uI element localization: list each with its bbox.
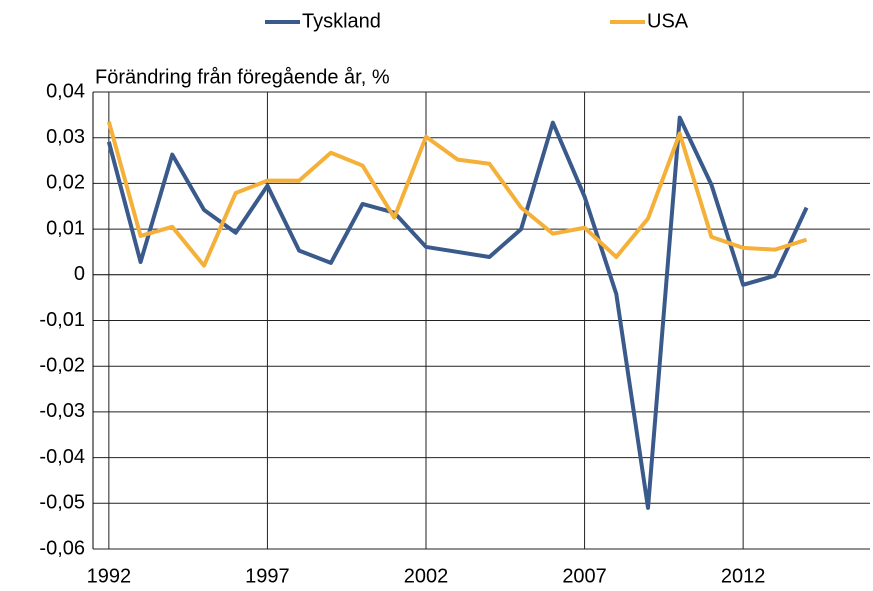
y-tick-label: 0,01 bbox=[46, 217, 85, 239]
y-tick-label: -0,02 bbox=[39, 354, 85, 376]
y-tick-label: -0,04 bbox=[39, 446, 85, 468]
line bbox=[106, 121, 808, 268]
line bbox=[106, 115, 809, 510]
y-tick-label: 0 bbox=[74, 263, 85, 285]
x-tick-label: 2002 bbox=[404, 565, 449, 587]
x-tick-label: 1992 bbox=[87, 565, 132, 587]
y-tick-label: 0,04 bbox=[46, 80, 85, 102]
x-tick-label: 2012 bbox=[721, 565, 766, 587]
y-tick-label: -0,05 bbox=[39, 492, 85, 514]
y-tick-label: 0,02 bbox=[46, 172, 85, 194]
legend-label: Tyskland bbox=[302, 10, 381, 32]
y-tick-label: -0,03 bbox=[39, 400, 85, 422]
y-tick-label: -0,01 bbox=[39, 309, 85, 331]
y-tick-label: 0,03 bbox=[46, 126, 85, 148]
y-axis-label: Förändring från föregående år, % bbox=[95, 66, 390, 88]
x-tick-label: 1997 bbox=[245, 565, 290, 587]
x-tick-label: 2007 bbox=[562, 565, 607, 587]
legend-label: USA bbox=[647, 10, 689, 32]
y-tick-label: -0,06 bbox=[39, 537, 85, 559]
